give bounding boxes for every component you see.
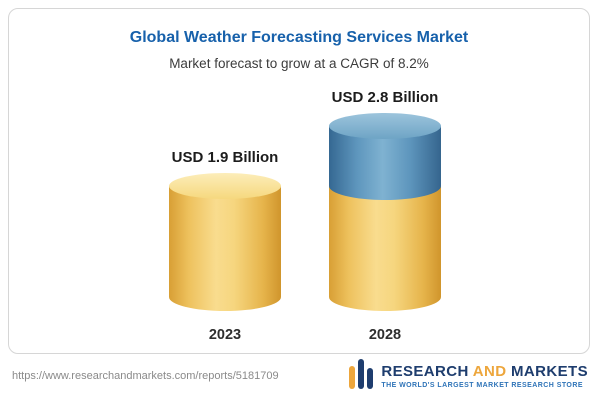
plot-area: USD 1.9 Billion 2023 USD 2.8 Billion 202… [9,9,589,353]
axis-label-2023: 2023 [208,327,242,343]
chart-card: Global Weather Forecasting Services Mark… [8,8,590,354]
cylinder-top-ellipse [329,113,441,139]
cylinder-top-ellipse [169,173,281,199]
value-label-2023: USD 1.9 Billion [171,149,279,166]
chart-title: Global Weather Forecasting Services Mark… [129,29,469,46]
cylinder-2023 [169,173,281,311]
value-label-2028: USD 2.8 Billion [331,89,439,106]
logo-mark-icon [348,358,374,394]
report-url-link[interactable]: https://www.researchandmarkets.com/repor… [12,370,279,382]
footer: https://www.researchandmarkets.com/repor… [0,356,600,400]
chart-subtitle: Market forecast to grow at a CAGR of 8.2… [169,56,429,71]
logo-wordmark: RESEARCH AND MARKETS [381,363,588,380]
cylinder-2028-yellow-segment [329,186,441,311]
axis-label-2028: 2028 [368,327,402,343]
researchandmarkets-logo: RESEARCH AND MARKETS THE WORLD'S LARGEST… [348,358,588,394]
logo-tagline: THE WORLD'S LARGEST MARKET RESEARCH STOR… [381,382,583,389]
logo-text: RESEARCH AND MARKETS THE WORLD'S LARGEST… [381,363,588,389]
cylinder-body [169,186,281,311]
cylinder-2028 [329,113,441,311]
